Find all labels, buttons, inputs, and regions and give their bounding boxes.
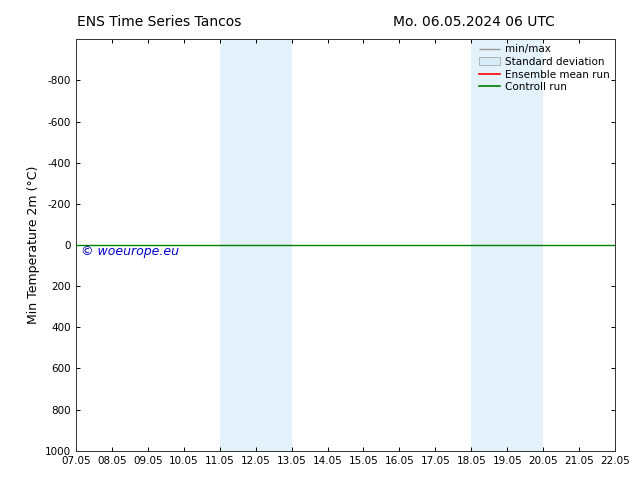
Bar [256,39,292,451]
Text: Mo. 06.05.2024 06 UTC: Mo. 06.05.2024 06 UTC [393,15,555,29]
Bar [471,39,507,451]
Text: © woeurope.eu: © woeurope.eu [81,245,179,258]
Text: ENS Time Series Tancos: ENS Time Series Tancos [77,15,241,29]
Legend: min/max, Standard deviation, Ensemble mean run, Controll run: min/max, Standard deviation, Ensemble me… [477,42,612,94]
Bar [220,39,256,451]
Y-axis label: Min Temperature 2m (°C): Min Temperature 2m (°C) [27,166,39,324]
Bar [507,39,543,451]
